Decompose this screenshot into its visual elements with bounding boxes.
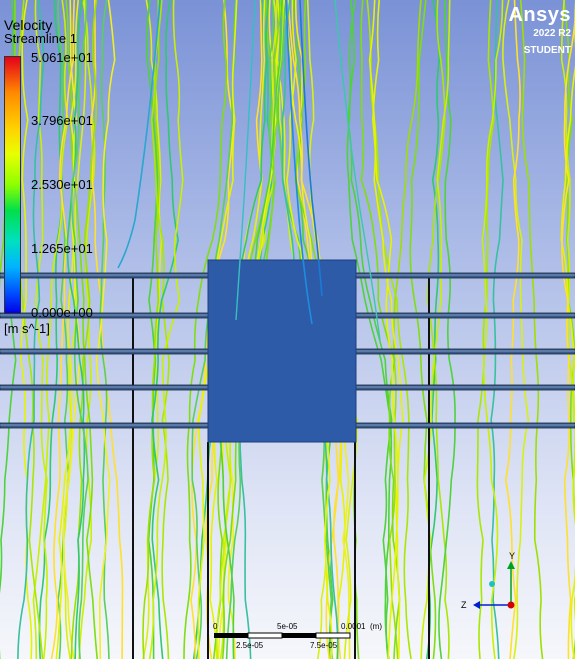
streamline — [90, 0, 124, 659]
legend-units: [m s^-1] — [4, 321, 50, 336]
streamline — [55, 0, 79, 659]
scale-label-7.5e-05: 7.5e-05 — [310, 641, 338, 650]
streamline — [420, 0, 451, 659]
streamline — [117, 0, 161, 269]
streamline — [235, 0, 256, 321]
streamline — [388, 0, 422, 659]
streamline — [438, 0, 456, 659]
streamline — [17, 0, 45, 659]
scale-label-2.5e-05: 2.5e-05 — [236, 641, 264, 650]
streamline — [50, 0, 75, 659]
scale-label-0.0001: 0.0001 — [341, 622, 366, 631]
streamline — [148, 0, 184, 659]
scale-bar-segments — [214, 632, 351, 639]
scale-bar: 0 5e-05 0.0001 (m) 2.5e-05 7.5e-05 — [213, 622, 382, 652]
geometry-edges — [132, 278, 430, 659]
brand-version: 2022 R2 — [533, 28, 571, 39]
axis-z-label: Z — [461, 600, 467, 610]
streamline — [95, 0, 116, 659]
streamline — [560, 0, 575, 659]
brand-name: Ansys — [508, 4, 571, 26]
front-streamline-group — [117, 0, 381, 341]
streamline — [71, 0, 89, 659]
streamline — [150, 0, 170, 659]
legend-tick-2: 3.796e+01 — [31, 113, 93, 128]
legend-tick-4: 1.265e+01 — [31, 241, 93, 256]
streamline — [425, 0, 441, 659]
scale-label-0: 0 — [213, 622, 218, 631]
axis-y-label: Y — [509, 551, 516, 561]
streamline — [66, 0, 86, 659]
streamline — [502, 0, 530, 659]
solid-block — [207, 259, 357, 443]
streamline — [481, 0, 504, 659]
streamline — [142, 0, 161, 659]
streamline — [561, 9, 575, 659]
scale-label-unit: (m) — [370, 622, 382, 631]
legend-tick-min: 0.000e+00 — [31, 305, 93, 320]
axis-triad[interactable] — [470, 555, 530, 615]
streamline — [346, 0, 393, 659]
streamline — [151, 0, 180, 659]
streamline — [285, 0, 313, 325]
legend-tick-3: 2.530e+01 — [31, 177, 93, 192]
streamline — [334, 0, 381, 341]
streamline — [560, 0, 575, 623]
legend-color-bar[interactable] — [4, 56, 21, 314]
streamline — [65, 0, 99, 659]
streamline — [346, 0, 393, 659]
streamline — [371, 0, 399, 659]
streamline — [368, 0, 404, 659]
streamline — [490, 0, 504, 659]
streamline — [183, 0, 228, 659]
streamline — [34, 0, 48, 659]
streamline — [299, 0, 323, 297]
streamline — [191, 0, 237, 659]
legend-subtitle: Streamline 1 — [4, 31, 77, 46]
scale-label-5e-05: 5e-05 — [277, 622, 298, 631]
brand-edition: STUDENT — [523, 45, 571, 56]
ansys-brand: Ansys 2022 R2 STUDENT — [508, 4, 571, 56]
streamline — [360, 0, 401, 659]
streamline — [519, 0, 544, 659]
legend-tick-max: 5.061e+01 — [31, 50, 93, 65]
legend-title: Velocity — [4, 17, 53, 33]
streamline — [504, 0, 521, 659]
